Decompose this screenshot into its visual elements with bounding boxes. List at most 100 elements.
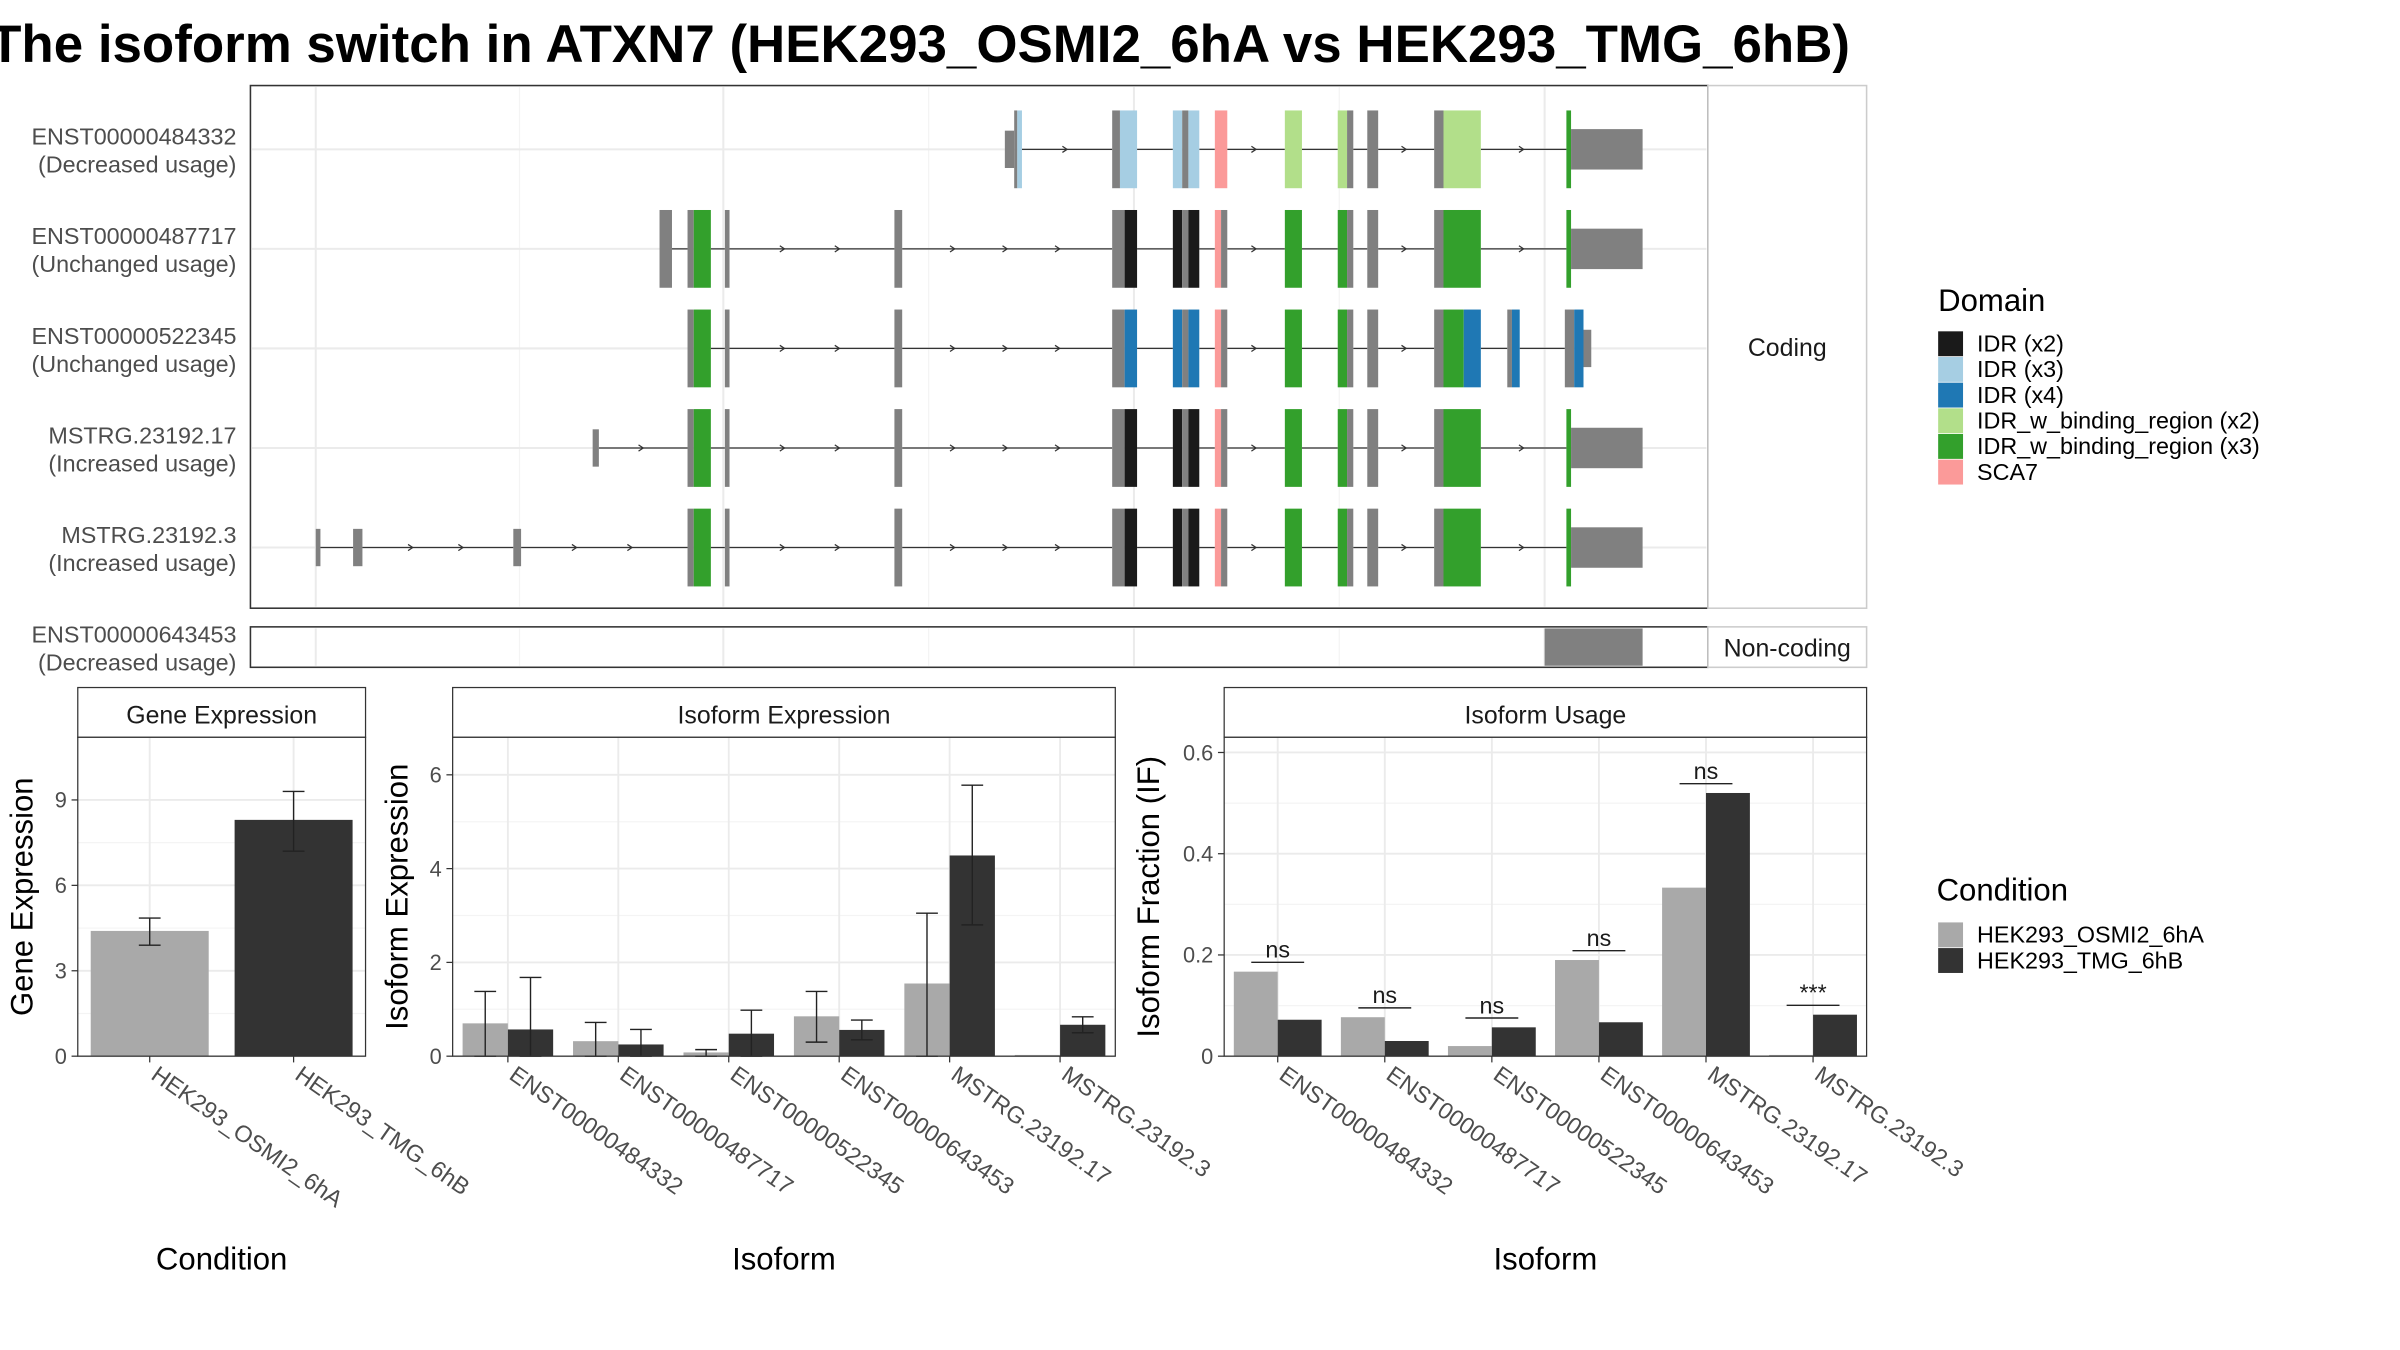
facet-title: Gene Expression <box>126 701 317 729</box>
exon-segment <box>1463 309 1481 388</box>
bar <box>90 930 209 1057</box>
isoform-row-usage: (Unchanged usage) <box>32 251 237 277</box>
exon-segment <box>724 309 730 388</box>
isoform-row-usage: (Increased usage) <box>48 550 236 576</box>
intron-arrow <box>779 444 786 452</box>
exon-segment <box>1284 110 1302 189</box>
x-axis-title: Condition <box>156 1241 287 1276</box>
exon-segment <box>894 209 903 288</box>
bar <box>1277 1019 1322 1057</box>
exon-segment <box>1583 329 1592 368</box>
coding-strip <box>1707 84 1868 609</box>
bar <box>1447 1046 1492 1057</box>
domain-legend-swatch <box>1938 382 1964 408</box>
exon-segment <box>1507 309 1512 388</box>
exon-segment <box>1337 309 1348 388</box>
exon-segment <box>1182 309 1189 388</box>
exon-segment <box>1188 508 1200 587</box>
exon-segment <box>592 429 599 467</box>
exon-segment <box>1182 508 1189 587</box>
exon-segment <box>724 508 730 587</box>
condition-legend-label: HEK293_OSMI2_6hA <box>1977 922 2204 948</box>
exon-segment <box>1017 110 1022 189</box>
exon-segment <box>1214 309 1222 388</box>
exon-segment <box>1221 309 1228 388</box>
y-tick-label: 0 <box>55 1044 67 1069</box>
exon-segment <box>1124 409 1138 487</box>
intron-arrow <box>779 344 786 353</box>
y-tick-label: 9 <box>55 788 67 813</box>
exon-segment <box>1188 209 1200 288</box>
x-tick-label: ENST00000643453 <box>1596 1061 1779 1200</box>
intron-arrow <box>407 543 414 552</box>
exon-segment <box>1571 129 1643 170</box>
domain-legend-swatch <box>1938 408 1964 434</box>
domain-legend-swatch <box>1938 459 1964 485</box>
facet-title: Isoform Usage <box>1465 701 1627 729</box>
panel-border <box>1223 736 1868 1057</box>
y-tick-label: 3 <box>55 959 67 984</box>
exon-segment <box>1564 309 1575 388</box>
y-axis-title: Isoform Fraction (IF) <box>1131 756 1166 1038</box>
exon-segment <box>1221 508 1228 587</box>
facet-strip <box>452 686 1116 738</box>
exon-segment <box>1337 409 1348 487</box>
exon-segment <box>1434 508 1444 587</box>
domain-legend-swatch <box>1938 331 1964 357</box>
exon-segment <box>693 508 711 587</box>
exon-segment <box>1284 409 1302 487</box>
significance-label: ns <box>1587 925 1612 951</box>
intron-arrow <box>1401 245 1408 253</box>
facet-label-noncoding: Non-coding <box>1724 634 1851 662</box>
exon-segment <box>1574 309 1584 388</box>
exon-segment <box>659 209 672 288</box>
exon-segment <box>1571 527 1643 568</box>
exon-segment <box>1214 508 1222 587</box>
intron-arrow <box>458 543 465 552</box>
exon-segment <box>1347 309 1354 388</box>
exon-segment <box>894 309 903 388</box>
exon-segment <box>1182 110 1189 189</box>
exon-segment <box>687 409 694 487</box>
plot-area <box>1224 737 1867 1057</box>
y-tick-label: 0.6 <box>1183 740 1213 765</box>
exon-segment <box>1188 409 1200 487</box>
exon-segment <box>1172 409 1183 487</box>
exon-segment <box>1124 508 1138 587</box>
exon-segment <box>1443 309 1464 388</box>
exon-segment <box>1112 209 1125 288</box>
intron-arrow <box>949 245 956 253</box>
exon-segment <box>1119 110 1138 189</box>
exon-segment <box>1337 110 1348 189</box>
exon-segment <box>1443 409 1481 487</box>
exon-segment <box>693 209 711 288</box>
exon-segment <box>1284 209 1302 288</box>
exon-segment <box>1337 209 1348 288</box>
condition-legend-title: Condition <box>1937 873 2068 908</box>
exon-segment <box>1172 110 1183 189</box>
exon-segment <box>1112 508 1125 587</box>
bar <box>1598 1022 1643 1057</box>
intron-arrow <box>1002 543 1009 552</box>
exon-segment <box>1434 110 1444 189</box>
exon-segment <box>1347 209 1354 288</box>
intron-arrow <box>1251 344 1258 353</box>
exon-segment <box>1172 209 1183 288</box>
exon-segment <box>1367 508 1379 587</box>
exon-segment <box>315 528 321 567</box>
bar <box>1491 1027 1536 1057</box>
intron-arrow <box>949 444 956 452</box>
exon-segment <box>1124 209 1138 288</box>
exon-segment <box>1367 110 1379 189</box>
intron-arrow <box>627 543 634 552</box>
intron-arrow <box>1054 344 1061 353</box>
isoform-usage-chart: Isoform Usage ns ns ns ns ns *** 0 0.2 0.4 0.6 ENST… <box>1131 686 1969 1276</box>
exon-segment <box>1571 427 1643 469</box>
significance-label: *** <box>1799 980 1826 1006</box>
exon-segment <box>1172 508 1183 587</box>
exon-segment <box>1188 309 1200 388</box>
exon-segment <box>1188 110 1200 189</box>
exon-segment <box>687 309 694 388</box>
